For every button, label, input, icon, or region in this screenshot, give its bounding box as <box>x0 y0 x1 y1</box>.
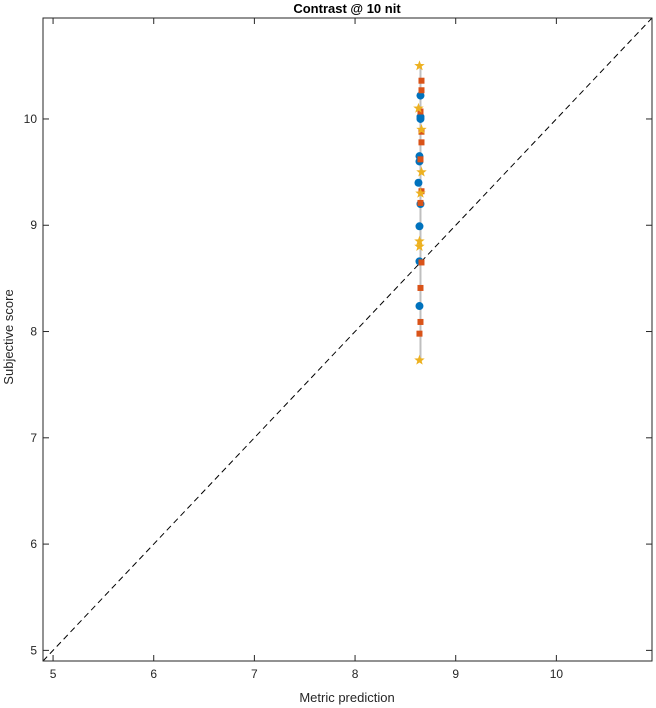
data-point-square <box>417 318 424 325</box>
y-tick-label: 10 <box>24 112 38 126</box>
axes-box <box>42 17 653 662</box>
data-point-square <box>417 284 424 291</box>
data-point-square <box>417 156 424 163</box>
y-tick-label: 7 <box>30 431 37 445</box>
data-point-circle <box>415 222 424 231</box>
data-point-star <box>414 354 425 365</box>
series-star <box>413 60 427 365</box>
x-tick-label: 5 <box>50 667 57 681</box>
x-tick-label: 10 <box>550 667 564 681</box>
data-point-circle <box>416 112 425 121</box>
y-tick-label: 9 <box>30 218 37 232</box>
axes: 5 6 7 8 9 10 5 6 7 8 9 10 <box>24 17 653 681</box>
data-point-star <box>415 187 426 198</box>
x-tick-label: 8 <box>352 667 359 681</box>
y-tick-label: 5 <box>30 643 37 657</box>
data-point-star <box>416 166 427 177</box>
x-axis-label: Metric prediction <box>299 690 394 705</box>
data-point-star <box>416 124 427 135</box>
data-point-square <box>418 259 425 266</box>
data-point-circle <box>414 178 423 187</box>
data-point-star <box>413 102 424 113</box>
y-tick-label: 6 <box>30 537 37 551</box>
data-point-star <box>414 241 425 251</box>
data-point-square <box>418 139 425 146</box>
data-point-square <box>418 87 425 94</box>
data-point-star <box>414 235 425 246</box>
data-point-circle <box>415 302 424 311</box>
data-point-star <box>414 60 425 71</box>
y-tick-label: 8 <box>30 325 37 339</box>
y-axis-label: Subjective score <box>1 289 16 384</box>
data-point-square <box>417 199 424 206</box>
identity-reference-line <box>42 17 653 662</box>
x-tick-label: 6 <box>150 667 157 681</box>
x-tick-label: 7 <box>251 667 258 681</box>
data-point-circle <box>416 91 425 100</box>
data-point-square <box>418 77 425 84</box>
data-point-square <box>416 330 423 337</box>
x-tick-label: 9 <box>452 667 459 681</box>
plot-area <box>42 17 653 662</box>
chart-title: Contrast @ 10 nit <box>293 1 401 16</box>
